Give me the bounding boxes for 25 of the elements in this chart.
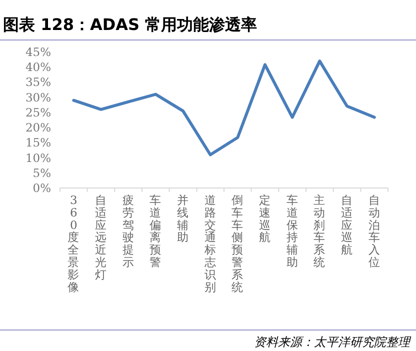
x-tick-label: 并线辅助	[177, 193, 189, 244]
y-tick-label: 45%	[25, 45, 52, 59]
x-tick-label: 定速巡航	[259, 193, 271, 244]
x-tick-label: 疲劳驾驶提示	[122, 193, 134, 269]
x-tick-label: 360度全景影像	[68, 193, 80, 294]
text: 资料来源：太平洋研究院整理	[254, 335, 412, 349]
line-series	[72, 60, 376, 156]
chart-title: 图表 128：ADAS 常用功能渗透率	[3, 15, 258, 34]
x-tick-label: 车道保持辅助	[286, 193, 298, 269]
y-tick-label: 30%	[25, 90, 52, 104]
y-tick-label: 15%	[25, 136, 52, 150]
y-tick-label: 40%	[25, 60, 52, 74]
y-tick-label: 0%	[32, 181, 52, 195]
x-tick-label: 倒车车侧预警系统	[232, 193, 244, 294]
x-tick-label: 自适应远近光灯	[95, 193, 107, 282]
y-tick-label: 10%	[25, 150, 52, 165]
y-tick-label: 35%	[25, 75, 52, 90]
x-tick-label: 主动刹车系统	[314, 193, 326, 269]
x-tick-label: 车道偏离预警	[150, 193, 162, 269]
x-tick-label: 道路交通标志识别	[203, 193, 216, 294]
y-tick-label: 20%	[25, 120, 52, 135]
y-tick-label: 5%	[32, 166, 52, 180]
x-tick-label: 自动泊车入位	[368, 193, 380, 269]
x-tick-label: 自适应巡航	[341, 193, 353, 257]
y-tick-label: 25%	[25, 105, 52, 120]
